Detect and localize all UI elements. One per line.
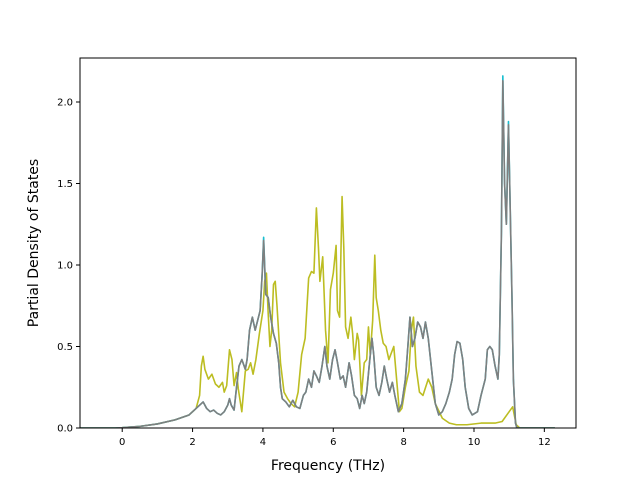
x-tick-label: 12 (538, 437, 551, 448)
plot-area (79, 57, 577, 429)
x-tick-label: 6 (330, 437, 336, 448)
x-axis-title: Frequency (THz) (271, 458, 385, 474)
y-tick-label: 1.5 (57, 179, 73, 190)
series-line-3 (80, 80, 555, 428)
x-tick-label: 10 (468, 437, 481, 448)
y-axis-ticks: 0.0 0.5 1.0 1.5 2.0 (57, 98, 80, 435)
x-tick-label: 8 (400, 437, 406, 448)
x-axis-ticks: 0 2 4 6 8 10 12 (119, 428, 551, 448)
y-tick-label: 2.0 (57, 98, 73, 109)
y-tick-label: 0.5 (57, 342, 73, 353)
plot-frame (79, 57, 577, 429)
series-line-1 (80, 195, 555, 428)
y-axis-title: Partial Density of States (26, 159, 42, 327)
y-tick-label: 1.0 (57, 261, 73, 272)
x-tick-label: 2 (189, 437, 195, 448)
y-tick-label: 0.0 (57, 424, 73, 435)
x-tick-label: 0 (119, 437, 125, 448)
series-layer (80, 75, 555, 428)
x-tick-label: 4 (260, 437, 266, 448)
